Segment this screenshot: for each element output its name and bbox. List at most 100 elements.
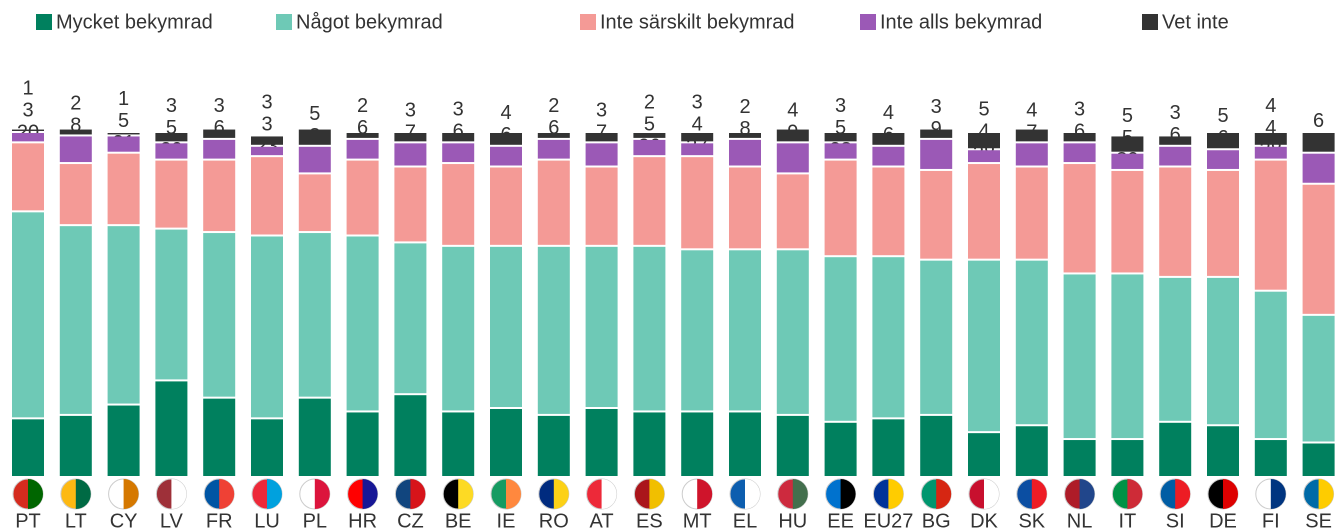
bar-segment bbox=[442, 164, 475, 245]
bar-segment bbox=[1063, 440, 1096, 476]
value-label: 1 bbox=[22, 78, 33, 100]
bar-segment bbox=[1159, 167, 1192, 276]
flag bbox=[75, 479, 91, 509]
flag bbox=[171, 479, 187, 509]
x-tick-label: LV bbox=[160, 510, 184, 532]
value-label: 6 bbox=[1313, 110, 1324, 132]
bar-segment bbox=[298, 146, 331, 173]
bar-segment bbox=[776, 129, 809, 142]
value-label: 3 bbox=[261, 113, 272, 135]
bar-segment bbox=[872, 257, 905, 418]
flag bbox=[553, 479, 569, 509]
legend-swatch bbox=[1142, 14, 1158, 30]
bar-segment bbox=[1207, 426, 1239, 476]
bar-segment bbox=[824, 160, 857, 256]
bar-segment bbox=[681, 143, 714, 156]
bar-segment bbox=[681, 412, 714, 476]
bar-segment bbox=[633, 157, 666, 245]
bar-segment bbox=[968, 150, 1000, 163]
bar-segment bbox=[490, 167, 522, 245]
bar-segment bbox=[824, 133, 857, 142]
bar-segment bbox=[1207, 133, 1239, 149]
bar-segment bbox=[585, 143, 618, 166]
value-label: 5 bbox=[1122, 105, 1133, 127]
bar-segment bbox=[729, 250, 761, 411]
bar-segment bbox=[346, 139, 379, 159]
bar-segment bbox=[537, 139, 570, 159]
bar-segment bbox=[1159, 422, 1192, 476]
bar-segment bbox=[203, 233, 236, 397]
value-label: 6 bbox=[453, 120, 464, 142]
value-label: 5 bbox=[1217, 105, 1228, 127]
bar-segment bbox=[59, 226, 92, 414]
flag bbox=[314, 479, 330, 509]
legend-label: Mycket bekymrad bbox=[56, 11, 213, 33]
value-label: 3 bbox=[1170, 102, 1181, 124]
bar-segment bbox=[346, 133, 379, 138]
flag bbox=[1175, 479, 1191, 509]
legend-label: Inte särskilt bekymrad bbox=[600, 11, 795, 33]
flag bbox=[1223, 479, 1238, 509]
bar-segment bbox=[681, 250, 714, 411]
bar-segment bbox=[155, 160, 188, 228]
bar-segment bbox=[394, 133, 427, 142]
x-tick-label: FR bbox=[206, 510, 233, 532]
value-label: 6 bbox=[214, 117, 225, 139]
bar-segment bbox=[298, 398, 331, 476]
flag bbox=[123, 479, 139, 509]
bar-segment bbox=[1063, 143, 1096, 163]
bar-segment bbox=[968, 433, 1000, 476]
flag bbox=[219, 479, 235, 509]
bar-segment bbox=[1254, 160, 1287, 290]
value-label: 4 bbox=[1265, 95, 1276, 117]
bar-segment bbox=[155, 229, 188, 380]
value-label: 6 bbox=[1074, 120, 1085, 142]
bar-segment bbox=[1111, 170, 1144, 273]
bar-segment bbox=[920, 170, 953, 259]
bar-segment bbox=[1302, 315, 1335, 442]
bar-segment bbox=[1015, 167, 1048, 259]
value-label: 3 bbox=[214, 95, 225, 117]
flag bbox=[1127, 479, 1143, 509]
value-label: 3 bbox=[596, 100, 607, 122]
value-label: 3 bbox=[166, 95, 177, 117]
bar-segment bbox=[107, 133, 140, 135]
value-label: 2 bbox=[644, 91, 655, 113]
bar-segment bbox=[872, 146, 905, 166]
value-label: 7 bbox=[596, 122, 607, 144]
bar-segment bbox=[346, 160, 379, 235]
value-label: 5 bbox=[309, 103, 320, 125]
bar-segment bbox=[12, 143, 44, 211]
bar-segment bbox=[59, 415, 92, 476]
bar-segment bbox=[1159, 277, 1192, 421]
bar-segment bbox=[1063, 274, 1096, 439]
x-tick-label: BE bbox=[445, 510, 472, 532]
x-tick-label: IE bbox=[497, 510, 516, 532]
bar-segment bbox=[155, 143, 188, 159]
flag bbox=[506, 479, 521, 509]
bar-segment bbox=[442, 143, 475, 163]
value-label: 3 bbox=[692, 91, 703, 113]
bar-segment bbox=[920, 139, 953, 169]
bar-segment bbox=[1207, 277, 1239, 425]
bar-segment bbox=[203, 139, 236, 159]
value-label: 5 bbox=[166, 117, 177, 139]
flag bbox=[1079, 479, 1095, 509]
x-tick-label: NL bbox=[1067, 510, 1093, 532]
flag bbox=[267, 479, 282, 509]
bar-segment bbox=[776, 174, 809, 249]
x-tick-label: IT bbox=[1119, 510, 1137, 532]
x-tick-label: LT bbox=[65, 510, 87, 532]
bar-segment bbox=[251, 146, 283, 156]
flag bbox=[697, 479, 713, 509]
legend-swatch bbox=[276, 14, 292, 30]
bar-segment bbox=[490, 133, 522, 145]
bar-segment bbox=[442, 133, 475, 142]
bar-segment bbox=[1015, 143, 1048, 166]
flag bbox=[28, 479, 43, 509]
x-tick-label: EU27 bbox=[863, 510, 913, 532]
value-label: 4 bbox=[500, 102, 511, 124]
bar-segment bbox=[537, 160, 570, 245]
value-label: 5 bbox=[978, 98, 989, 120]
value-label: 6 bbox=[548, 117, 559, 139]
